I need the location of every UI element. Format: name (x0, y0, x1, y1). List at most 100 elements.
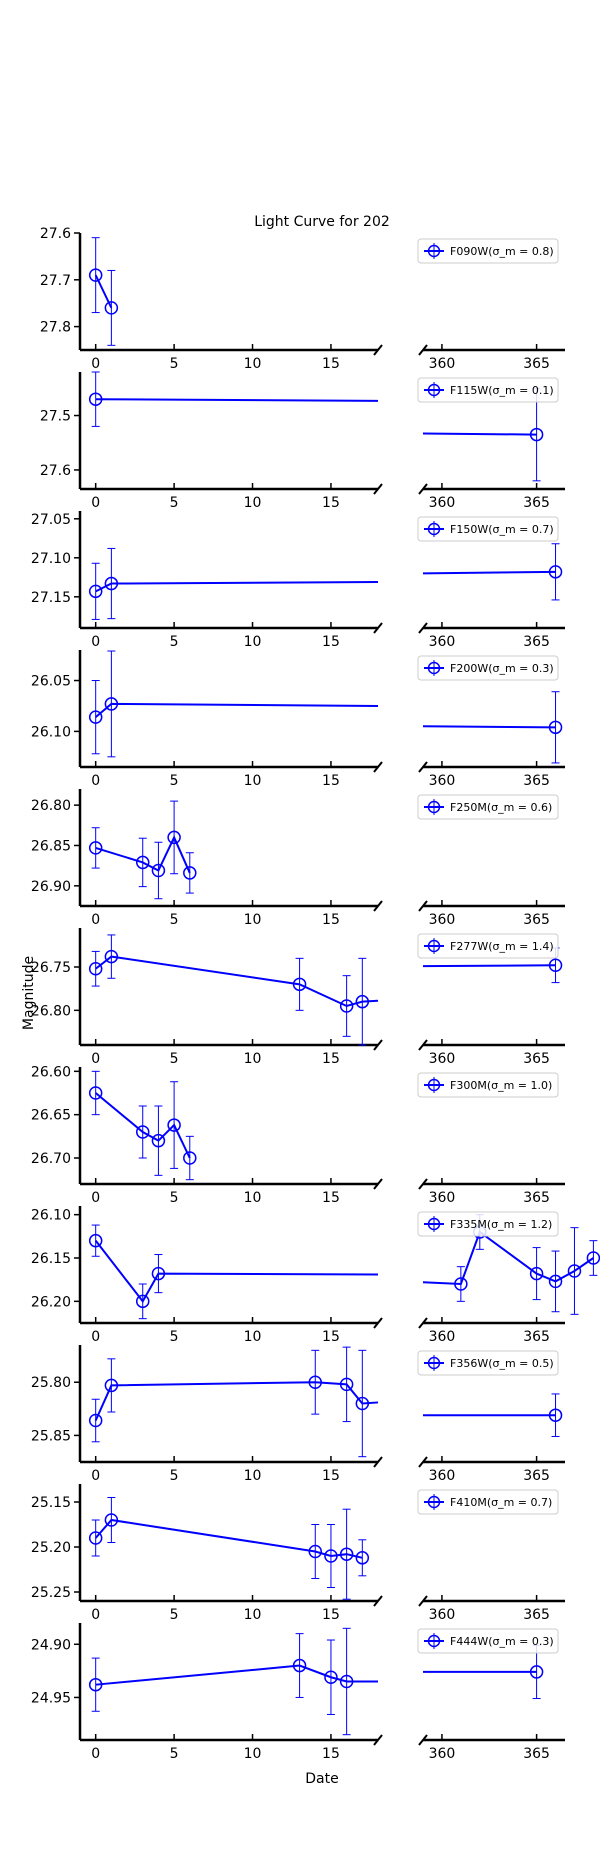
x-tick-label: 5 (170, 912, 179, 928)
y-tick-label: 24.90 (31, 1637, 71, 1653)
x-tick-label: 0 (91, 1329, 100, 1345)
x-tick-label: 365 (523, 1468, 550, 1484)
x-tick-label: 15 (322, 495, 340, 511)
legend-box (417, 516, 559, 542)
x-tick-label: 360 (429, 1607, 456, 1623)
y-tick-label: 26.70 (31, 1151, 71, 1167)
data-point (88, 268, 103, 282)
legend-box (417, 794, 559, 820)
data-point (151, 1133, 166, 1148)
data-point (88, 1413, 103, 1428)
panels-group: 27.6 27.7 27.8 0 5 10 15 360 365 F090W(σ_m = 0.8)… (31, 226, 600, 1762)
data-point (183, 1151, 197, 1165)
x-tick-label: 15 (322, 773, 340, 789)
data-point (88, 392, 103, 406)
legend-label: F090W(σ_m = 0.8) (450, 245, 554, 258)
axis-break-mark (418, 761, 428, 773)
axis-break-mark (418, 1039, 428, 1051)
x-tick-label: 10 (244, 912, 262, 928)
x-tick-label: 10 (244, 356, 262, 372)
chart-title: Light Curve for 202 (254, 214, 390, 230)
series-line-right (422, 432, 537, 436)
x-tick-label: 15 (322, 1746, 340, 1762)
panel-f444w: 24.90 24.95 0 5 10 15 360 365 F444W(σ_m = 0.3) (31, 1623, 565, 1762)
axis-break-mark (373, 761, 383, 773)
x-tick-label: 360 (429, 1468, 456, 1484)
x-tick-label: 365 (523, 634, 550, 650)
series-line-left (94, 1381, 379, 1421)
x-tick-label: 15 (322, 1468, 340, 1484)
x-tick-label: 15 (322, 1051, 340, 1067)
x-tick-label: 365 (523, 773, 550, 789)
x-tick-label: 360 (429, 1190, 456, 1206)
data-point (151, 1266, 166, 1281)
data-point (567, 1264, 582, 1278)
data-point (586, 1251, 600, 1265)
data-point (339, 1377, 354, 1392)
y-tick-label: 25.85 (31, 1428, 71, 1444)
data-point (104, 301, 119, 315)
legend-label: F150W(σ_m = 0.7) (450, 523, 554, 536)
data-point (135, 1294, 150, 1309)
x-tick-label: 10 (244, 1190, 262, 1206)
series-line-left (95, 398, 379, 402)
data-point (292, 977, 307, 992)
y-tick-label: 26.85 (31, 838, 71, 854)
x-tick-label: 5 (170, 1607, 179, 1623)
axis-break-mark (373, 622, 383, 634)
data-point (324, 1549, 338, 1563)
x-tick-label: 0 (91, 773, 100, 789)
series-line-right (422, 964, 556, 968)
y-tick-label: 27.6 (40, 463, 71, 479)
x-tick-label: 5 (170, 1051, 179, 1067)
panel-f200w: 26.05 26.10 0 5 10 15 360 365 F200W(σ_m = 0.3) (31, 650, 565, 789)
y-tick-label: 26.75 (31, 960, 71, 976)
x-tick-label: 360 (429, 495, 456, 511)
data-point (548, 958, 563, 973)
axis-break-mark (373, 1595, 383, 1607)
axis-break-mark (418, 1456, 428, 1468)
x-tick-label: 10 (244, 773, 262, 789)
series-line-left (94, 1240, 379, 1304)
y-tick-label: 26.20 (31, 1294, 71, 1310)
y-tick-label: 27.05 (31, 512, 71, 528)
x-tick-label: 0 (91, 1190, 100, 1206)
data-point (355, 1551, 370, 1565)
axis-break-mark (373, 1039, 383, 1051)
x-tick-label: 5 (170, 634, 179, 650)
legend-label: F444W(σ_m = 0.3) (450, 1635, 554, 1648)
data-point (104, 949, 119, 964)
y-tick-label: 26.10 (31, 1208, 71, 1224)
axis-break-mark (418, 622, 428, 634)
data-point (454, 1277, 468, 1291)
x-tick-label: 10 (244, 1051, 262, 1067)
panel-f090w: 27.6 27.7 27.8 0 5 10 15 360 365 F090W(σ_m = 0.8) (40, 226, 565, 372)
x-tick-label: 5 (170, 495, 179, 511)
legend-label: F250M(σ_m = 0.6) (450, 801, 552, 814)
y-tick-label: 26.05 (31, 674, 71, 690)
x-tick-label: 0 (91, 356, 100, 372)
x-tick-label: 365 (523, 1746, 550, 1762)
legend-box (417, 1628, 559, 1654)
x-tick-label: 5 (170, 1746, 179, 1762)
legend-box (417, 655, 559, 681)
series-line-left (94, 1518, 363, 1559)
x-tick-label: 10 (244, 1468, 262, 1484)
series-line-left (95, 955, 379, 1008)
data-point (308, 1544, 323, 1559)
x-tick-label: 15 (322, 1329, 340, 1345)
data-point (151, 863, 166, 878)
legend-label: F115W(σ_m = 0.1) (450, 384, 554, 397)
x-tick-label: 360 (429, 634, 456, 650)
series-line-left (95, 580, 379, 593)
data-point (104, 576, 119, 591)
x-tick-label: 5 (170, 1468, 179, 1484)
data-point (88, 1531, 103, 1545)
y-tick-label: 27.5 (40, 409, 71, 425)
y-tick-label: 27.8 (40, 320, 71, 336)
x-tick-label: 5 (170, 773, 179, 789)
data-point (355, 1396, 370, 1411)
series-line-left (95, 702, 379, 718)
data-point (339, 999, 354, 1013)
panel-f410m: 25.15 25.20 25.25 0 5 10 15 360 365 F410M(σ_m = 0… (31, 1484, 565, 1623)
